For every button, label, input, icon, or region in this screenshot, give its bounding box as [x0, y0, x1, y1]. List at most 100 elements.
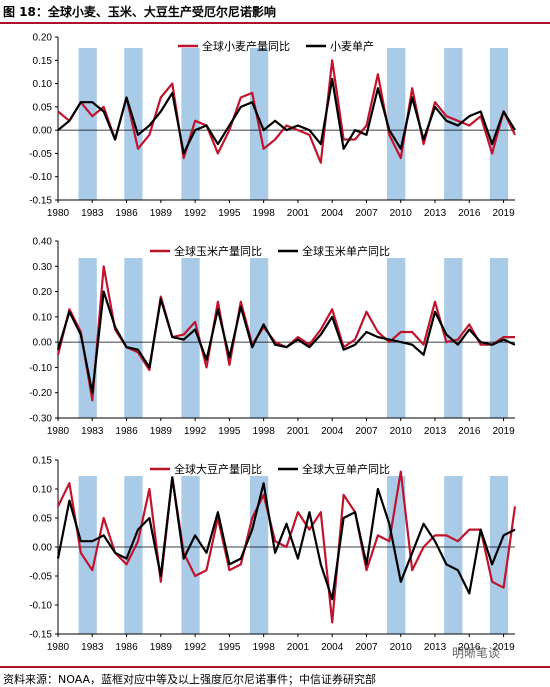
y-tick-label: -0.15: [29, 630, 52, 641]
x-tick-label: 1980: [47, 426, 70, 437]
legend-label: 全球大豆产量同比: [174, 462, 262, 476]
elnino-band: [181, 258, 200, 418]
x-tick-label: 2010: [390, 426, 413, 437]
x-tick-label: 2016: [458, 642, 481, 653]
x-tick-label: 2004: [321, 642, 344, 653]
elnino-band: [124, 476, 143, 634]
x-tick-label: 1998: [253, 426, 276, 437]
y-tick-label: 0.05: [33, 102, 53, 113]
series-line-production: [57, 470, 517, 624]
x-tick-label: 2013: [424, 208, 447, 219]
y-tick-label: -0.10: [29, 172, 52, 183]
x-tick-label: 2007: [355, 642, 378, 653]
elnino-band: [444, 258, 463, 418]
x-tick-label: 2013: [424, 642, 447, 653]
x-tick-label: 2004: [321, 208, 344, 219]
elnino-band: [489, 476, 509, 634]
x-tick-label: 2016: [458, 426, 481, 437]
x-tick-label: 2007: [355, 208, 378, 219]
watermark: 明晰笔谈: [452, 646, 501, 660]
elnino-band: [249, 258, 269, 418]
series-line-yield: [56, 290, 516, 394]
y-tick-label: 0.00: [33, 543, 53, 554]
series-line-yield: [56, 476, 516, 601]
x-tick-label: 1989: [150, 426, 173, 437]
elnino-band: [181, 476, 200, 634]
x-tick-label: 1995: [218, 426, 241, 437]
y-tick-label: 0.20: [33, 33, 53, 44]
legend-label: 全球玉米单产同比: [302, 244, 390, 258]
y-tick-label: -0.05: [29, 149, 52, 160]
x-tick-label: 1989: [150, 208, 173, 219]
y-tick-label: 0.10: [33, 312, 53, 323]
y-tick-label: 0.15: [33, 56, 53, 67]
x-tick-label: 2007: [355, 426, 378, 437]
x-tick-label: 2004: [321, 426, 344, 437]
y-tick-label: 0.30: [33, 262, 53, 273]
x-tick-label: 1986: [115, 642, 138, 653]
elnino-band: [78, 258, 97, 418]
x-tick-label: 1983: [81, 426, 104, 437]
y-tick-label: 0.00: [33, 126, 53, 137]
y-tick-label: -0.20: [29, 388, 52, 399]
elnino-band: [489, 258, 509, 418]
title-rule: [0, 22, 550, 24]
x-tick-label: 2019: [492, 208, 515, 219]
x-tick-label: 1992: [184, 208, 207, 219]
elnino-band: [78, 476, 97, 634]
legend-label: 小麦单产: [330, 39, 374, 53]
x-tick-label: 1986: [115, 208, 138, 219]
series-line-production: [57, 59, 516, 164]
x-tick-label: 1980: [47, 642, 70, 653]
x-tick-label: 1989: [150, 642, 173, 653]
legend-label: 全球玉米产量同比: [174, 244, 262, 258]
x-tick-label: 1980: [47, 208, 70, 219]
x-tick-label: 2013: [424, 426, 447, 437]
figure-title: 图 18：全球小麦、玉米、大豆生产受厄尔尼诺影响: [3, 5, 276, 19]
x-tick-label: 2010: [390, 208, 413, 219]
x-tick-label: 1986: [115, 426, 138, 437]
x-tick-label: 2019: [492, 642, 515, 653]
x-tick-label: 1998: [253, 208, 276, 219]
x-tick-label: 2016: [458, 208, 481, 219]
y-tick-label: 0.00: [33, 338, 53, 349]
y-tick-label: -0.30: [29, 414, 52, 425]
y-tick-label: 0.20: [33, 287, 53, 298]
y-tick-label: 0.40: [33, 237, 53, 248]
elnino-band: [387, 48, 406, 200]
y-tick-label: 0.10: [33, 485, 53, 496]
elnino-band: [78, 48, 97, 200]
x-tick-label: 1983: [81, 642, 104, 653]
x-tick-label: 2001: [287, 208, 310, 219]
y-tick-label: -0.10: [29, 363, 52, 374]
x-tick-label: 1992: [184, 426, 207, 437]
x-tick-label: 1998: [253, 642, 276, 653]
x-tick-label: 2001: [287, 426, 310, 437]
source-note: 资料来源：NOAA，蓝框对应中等及以上强度厄尔尼诺事件；中信证券研究部: [3, 673, 377, 686]
y-tick-label: -0.15: [29, 196, 52, 207]
x-tick-label: 1995: [218, 642, 241, 653]
y-tick-label: 0.15: [33, 456, 53, 467]
x-tick-label: 2019: [492, 426, 515, 437]
y-tick-label: 0.05: [33, 514, 53, 525]
x-tick-label: 1995: [218, 208, 241, 219]
x-tick-label: 1992: [184, 642, 207, 653]
elnino-band: [181, 48, 200, 200]
x-tick-label: 2010: [390, 642, 413, 653]
series-line-yield: [57, 77, 516, 155]
legend-label: 全球小麦产量同比: [202, 39, 290, 53]
x-tick-label: 1983: [81, 208, 104, 219]
elnino-band: [387, 258, 406, 418]
legend-label: 全球大豆单产同比: [302, 462, 390, 476]
bottom-rule: [0, 666, 550, 668]
y-tick-label: -0.05: [29, 572, 52, 583]
x-tick-label: 2001: [287, 642, 310, 653]
elnino-band: [124, 258, 143, 418]
elnino-band: [444, 476, 463, 634]
y-tick-label: 0.10: [33, 79, 53, 90]
y-tick-label: -0.10: [29, 601, 52, 612]
